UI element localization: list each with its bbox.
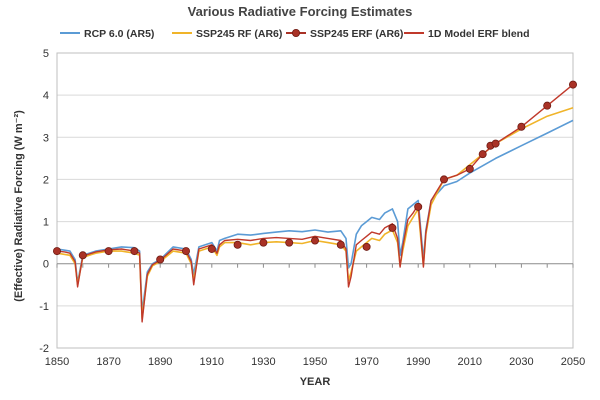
data-point <box>259 238 268 247</box>
series-line <box>56 119 574 313</box>
data-point <box>310 236 319 245</box>
chart-title: Various Radiative Forcing Estimates <box>188 4 413 19</box>
data-point <box>285 238 294 247</box>
series-3 <box>56 84 574 323</box>
x-tick-label: 1890 <box>148 356 172 368</box>
legend-marker <box>291 28 300 37</box>
plot-area <box>56 52 574 349</box>
data-point <box>478 150 487 159</box>
x-tick-label: 1990 <box>406 356 430 368</box>
legend-item-3: 1D Model ERF blend <box>404 28 530 40</box>
legend: RCP 6.0 (AR5) SSP245 RF (AR6) SSP245 ERF (… <box>60 28 530 40</box>
series-line <box>56 107 574 320</box>
x-axis-label: YEAR <box>300 376 331 388</box>
data-point <box>569 80 578 89</box>
x-tick-label: 2030 <box>509 356 533 368</box>
y-tick-label: 0 <box>43 259 49 271</box>
x-tick-label: 1930 <box>251 356 275 368</box>
data-point <box>233 240 242 249</box>
series-line <box>56 84 574 323</box>
y-tick-label: 3 <box>43 132 49 144</box>
legend-item-1: SSP245 RF (AR6) <box>172 28 282 40</box>
data-point <box>362 242 371 251</box>
legend-label: RCP 6.0 (AR5) <box>84 28 154 40</box>
data-point <box>104 247 113 256</box>
x-tick-label: 1970 <box>354 356 378 368</box>
series-2 <box>53 80 578 264</box>
data-point <box>439 175 448 184</box>
data-point <box>53 247 62 256</box>
x-axis-ticks: 1850 1870 1890 1910 1930 1950 1970 1990 2010 2030… <box>45 263 585 368</box>
legend-item-2: SSP245 ERF (AR6) <box>286 28 403 40</box>
data-point <box>465 164 474 173</box>
data-point <box>130 247 139 256</box>
data-point <box>181 247 190 256</box>
y-tick-label: -2 <box>39 343 49 355</box>
y-tick-label: -1 <box>39 301 49 313</box>
x-tick-label: 1910 <box>200 356 224 368</box>
legend-item-0: RCP 6.0 (AR5) <box>60 28 154 40</box>
data-point <box>543 101 552 110</box>
x-tick-label: 1950 <box>303 356 327 368</box>
data-point <box>517 122 526 131</box>
series-1 <box>56 107 574 320</box>
x-tick-label: 1870 <box>96 356 120 368</box>
x-tick-label: 2010 <box>458 356 482 368</box>
data-point <box>156 255 165 264</box>
series-0 <box>56 119 574 313</box>
y-axis-ticks: -2 -1 0 1 2 3 4 5 <box>39 48 49 355</box>
data-point <box>491 139 500 148</box>
data-point <box>336 240 345 249</box>
y-tick-label: 2 <box>43 174 49 186</box>
x-tick-label: 2050 <box>561 356 585 368</box>
y-tick-label: 5 <box>43 48 49 60</box>
legend-label: SSP245 RF (AR6) <box>196 28 282 40</box>
data-point <box>78 251 87 260</box>
legend-label: 1D Model ERF blend <box>428 28 530 40</box>
y-tick-label: 4 <box>43 90 49 102</box>
y-axis-label: (Effective) Radiative Forcing (W m⁻²) <box>13 110 25 302</box>
gridlines <box>57 52 573 349</box>
x-tick-label: 1850 <box>45 356 69 368</box>
data-point <box>207 244 216 253</box>
series-layer <box>53 80 578 323</box>
data-point <box>388 223 397 232</box>
y-tick-label: 1 <box>43 217 49 229</box>
legend-label: SSP245 ERF (AR6) <box>310 28 403 40</box>
data-point <box>414 202 423 211</box>
